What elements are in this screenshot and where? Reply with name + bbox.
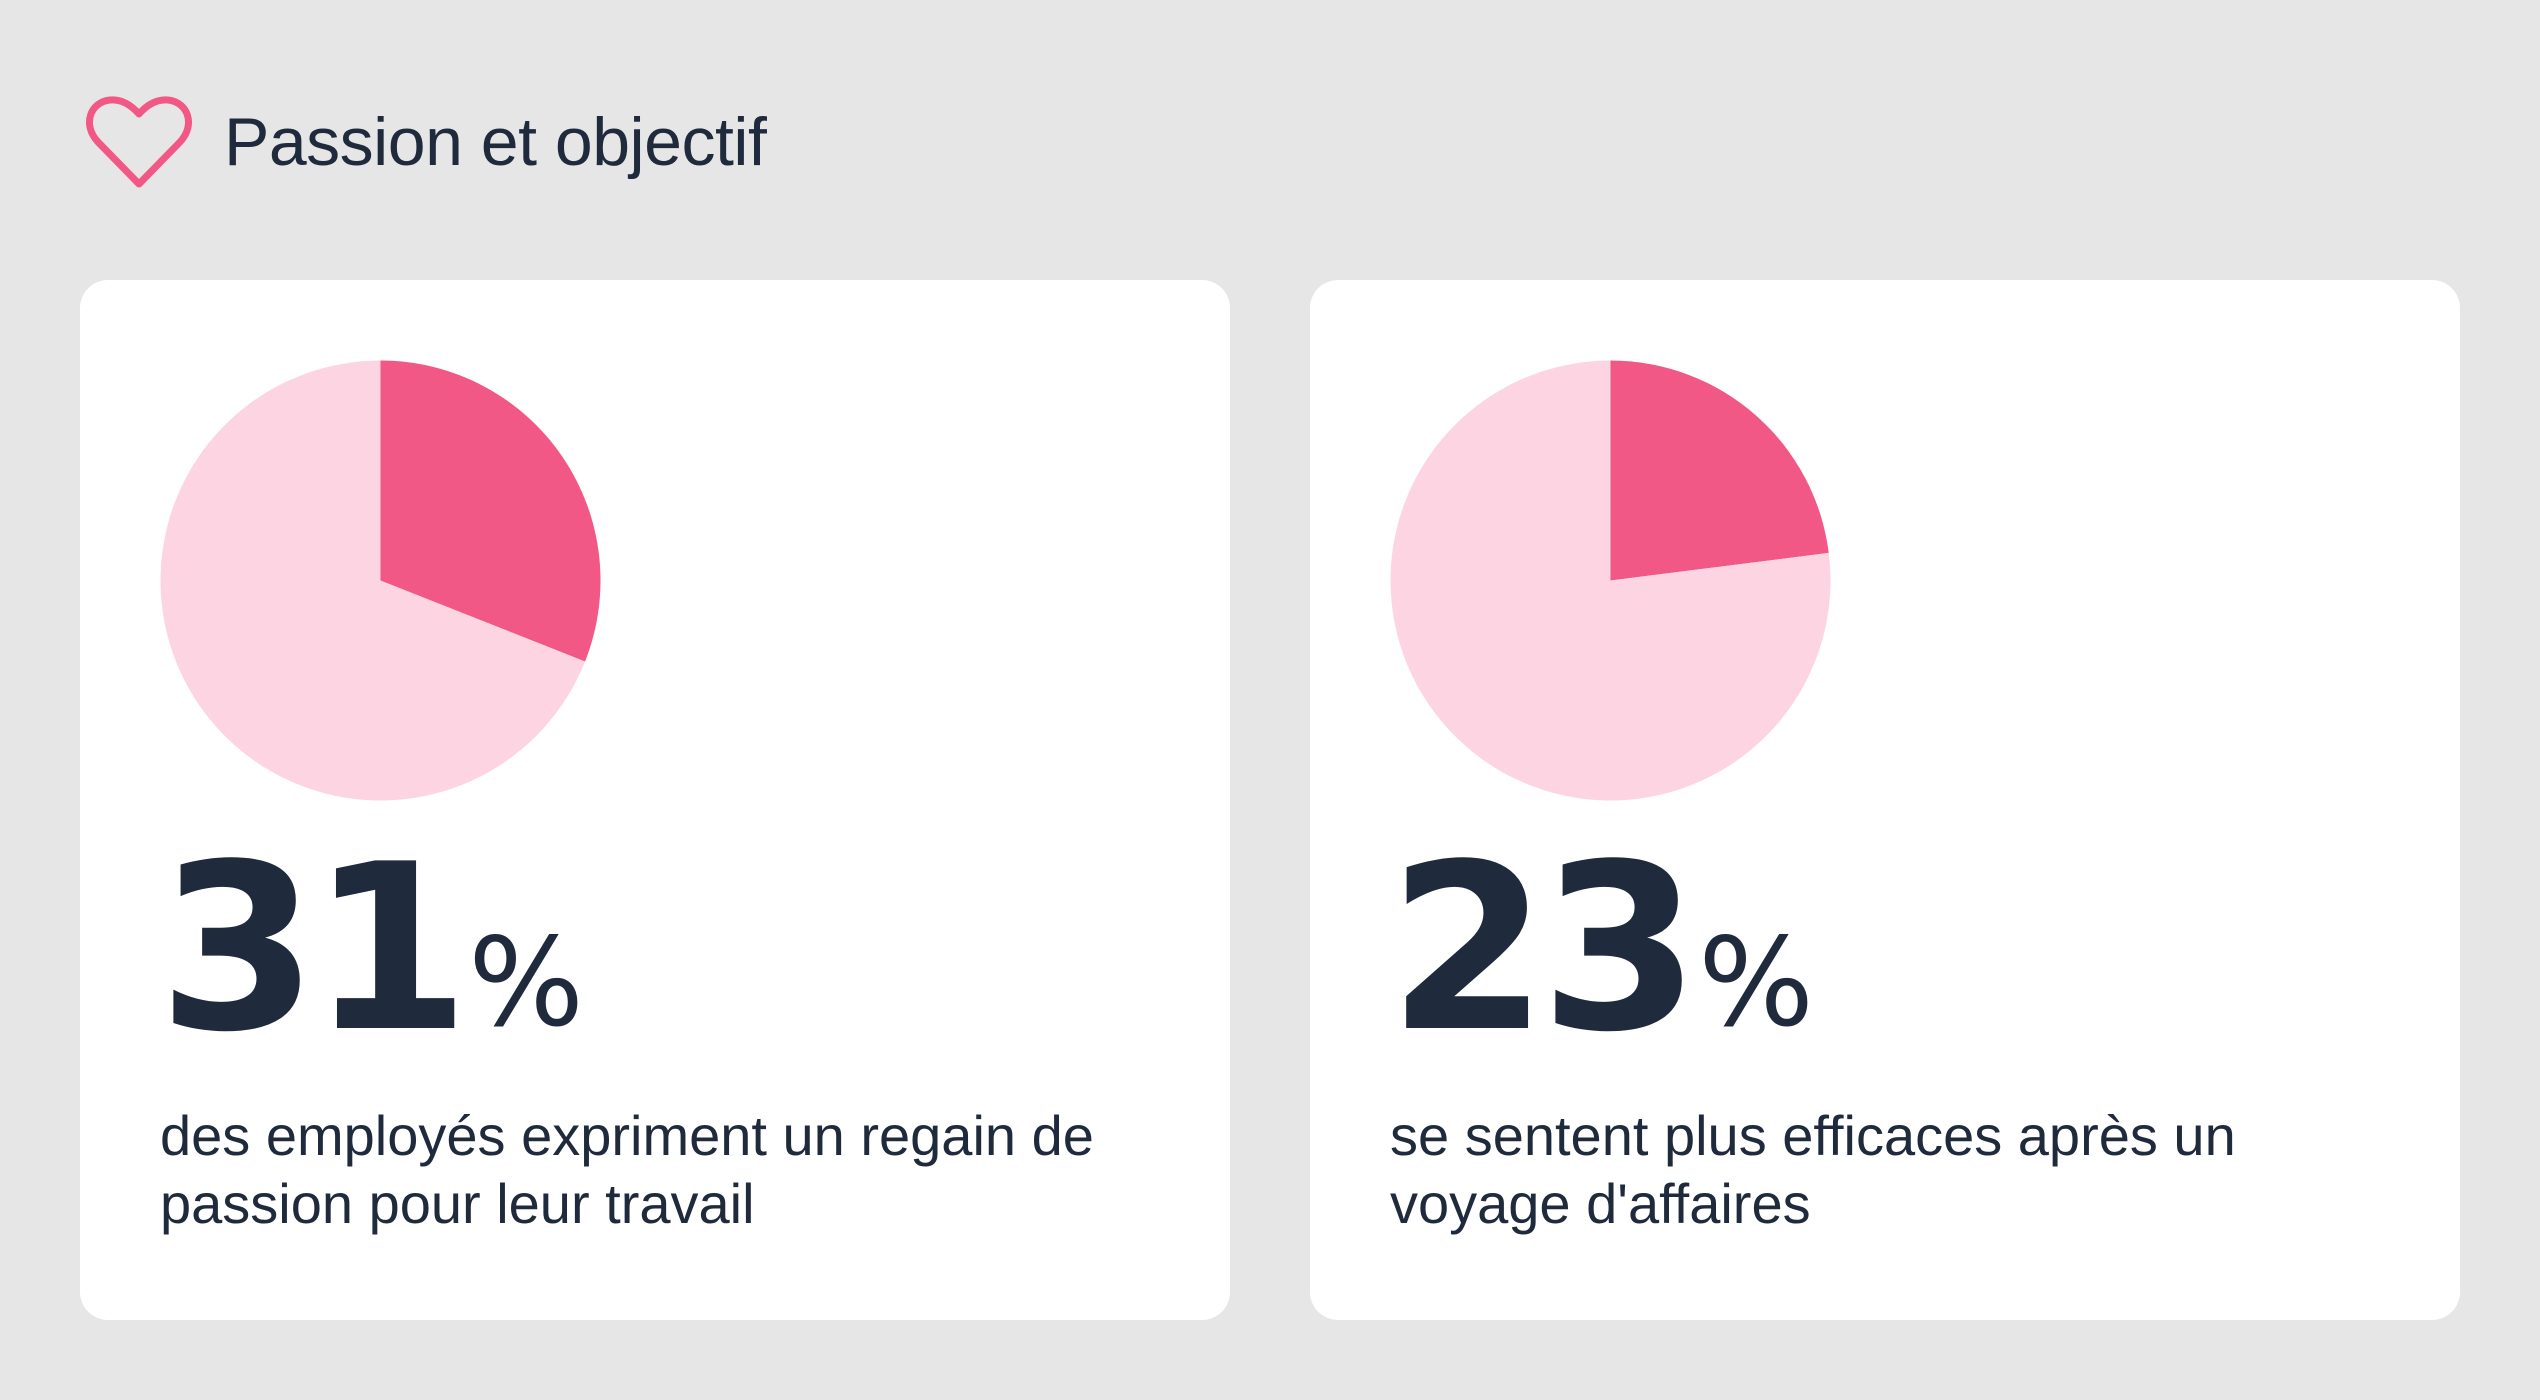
stat-card-passion: 31 % des employés expriment un regain de… <box>80 280 1230 1320</box>
pie-slice-remainder <box>1390 360 1831 801</box>
pie-chart <box>1390 360 1831 801</box>
pie-slice-highlight <box>380 360 601 662</box>
percent-sign: % <box>1698 912 1815 1054</box>
pie-slice-remainder <box>160 360 586 801</box>
heart-icon <box>86 96 192 188</box>
stat-description: se sentent plus efficaces après un voyag… <box>1390 1104 2236 1235</box>
section-header: Passion et objectif <box>84 92 767 192</box>
stat-description: des employés expriment un regain de pass… <box>160 1104 1094 1235</box>
stat-value: 31 % <box>158 816 585 1083</box>
pie-chart <box>160 360 601 801</box>
pie-slice-highlight <box>1610 360 1829 581</box>
stat-number: 23 <box>1388 816 1700 1083</box>
stat-number: 31 <box>158 816 470 1083</box>
percent-sign: % <box>468 912 585 1054</box>
page-title: Passion et objectif <box>224 104 767 180</box>
stat-card-efficiency: 23 % se sentent plus efficaces après un … <box>1310 280 2460 1320</box>
stat-value: 23 % <box>1388 816 1815 1083</box>
